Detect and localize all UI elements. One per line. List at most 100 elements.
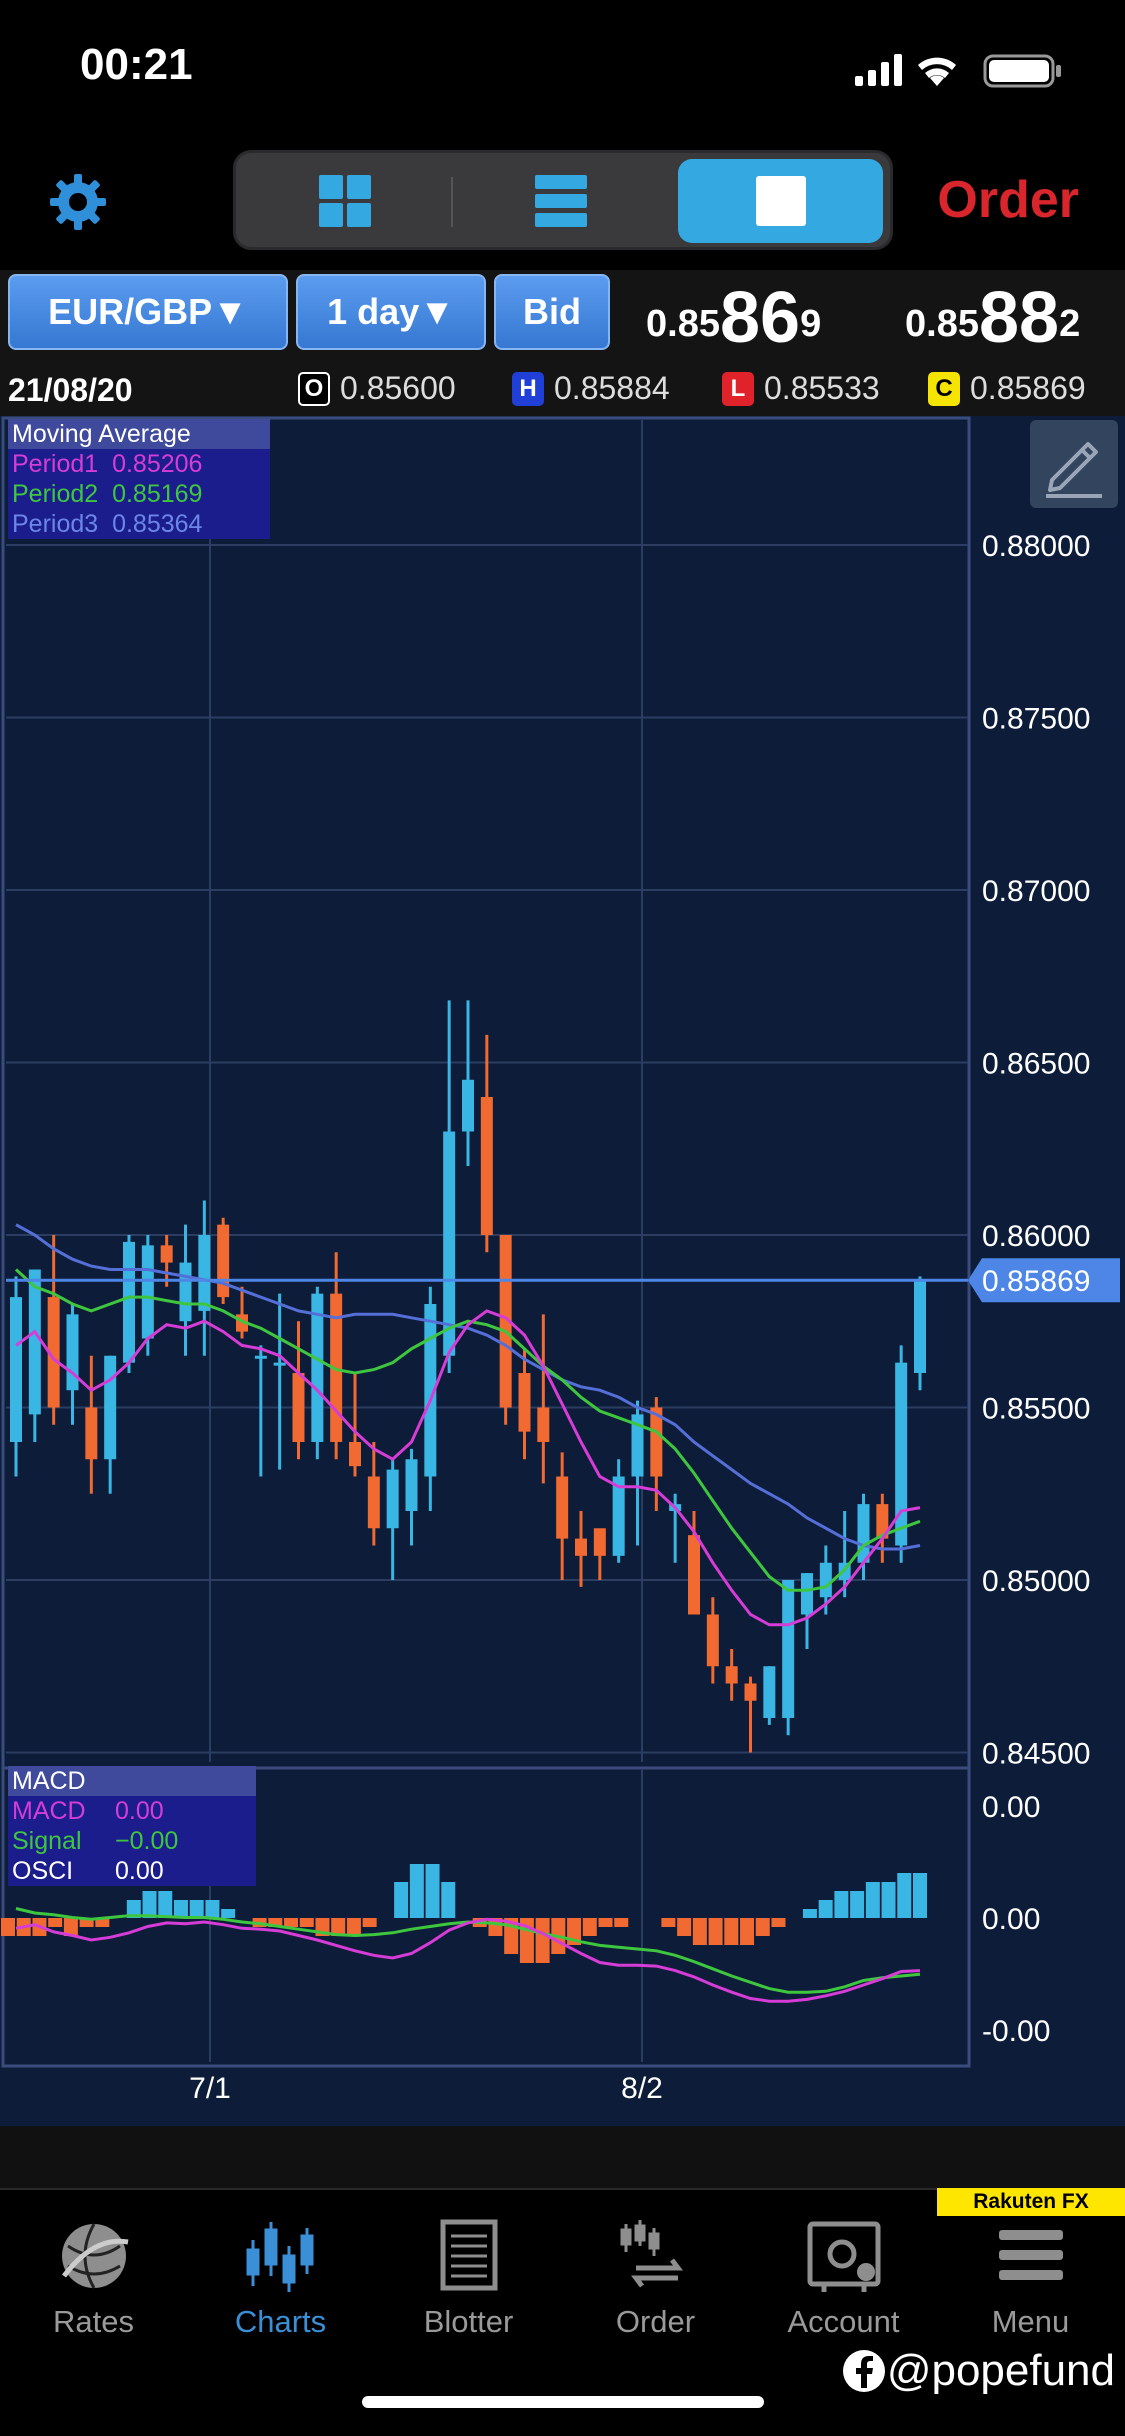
macd-legend: MACD MACD 0.00 Signal −0.00 OSCI 0.00 <box>8 1766 256 1886</box>
tab-charts-label: Charts <box>234 2304 327 2339</box>
symbol-selector[interactable]: EUR/GBP▼ <box>8 274 288 350</box>
osci-bar-negative <box>299 1918 314 1927</box>
tab-menu[interactable]: Menu <box>937 2216 1124 2346</box>
osci-bar-positive <box>221 1909 236 1918</box>
osci-bar-positive <box>834 1891 849 1918</box>
candle-down <box>349 1442 361 1467</box>
ma-period1: Period1 0.85206 <box>8 449 270 479</box>
osci-bar-positive <box>425 1864 440 1918</box>
gear-icon <box>50 174 106 230</box>
candle-up <box>10 1297 22 1442</box>
candlestick-icon <box>246 2222 313 2292</box>
segment-divider <box>451 177 453 227</box>
tab-blotter[interactable]: Blotter <box>375 2216 562 2346</box>
close-badge: C <box>928 371 960 406</box>
candle-up <box>914 1279 926 1373</box>
price-chart[interactable]: 0.88000 0.87500 0.87000 0.86500 0.86000 0.855… <box>0 416 1125 2126</box>
candle-down <box>725 1666 738 1684</box>
draw-tool-button[interactable] <box>1030 420 1118 508</box>
bid-price-fraction: 9 <box>800 303 822 345</box>
osci-value: 0.00 <box>115 1857 164 1885</box>
open-value: O 0.85600 <box>298 370 456 407</box>
low-badge: L <box>722 371 754 406</box>
osci-bar-negative <box>661 1918 676 1927</box>
osci-bar-positive <box>173 1900 188 1918</box>
osci-bar-negative <box>740 1918 755 1945</box>
top-toolbar: Order <box>0 140 1125 270</box>
tab-order[interactable]: Order <box>562 2216 749 2346</box>
pencil-icon <box>1046 442 1102 498</box>
candle-up <box>763 1666 776 1718</box>
osci-bar-positive <box>881 1882 896 1918</box>
period-selector[interactable]: 1 day▼ <box>296 274 486 350</box>
macd-label: MACD <box>12 1797 86 1825</box>
macd-axis-label: -0.00 <box>982 2015 1050 2048</box>
candle-up <box>386 1469 399 1529</box>
chart-area[interactable]: 0.88000 0.87500 0.87000 0.86500 0.86000 0.855… <box>0 416 1125 2126</box>
candle-down <box>518 1373 531 1432</box>
osci-label: OSCI <box>12 1857 74 1885</box>
tab-blotter-label: Blotter <box>423 2304 514 2339</box>
instrument-bar: EUR/GBP▼ 1 day▼ Bid 0.85 86 9 0.85 88 2 <box>0 270 1125 360</box>
ma-period2-line <box>14 1268 921 1592</box>
price-axis-label: 0.87500 <box>982 703 1090 736</box>
settings-button[interactable] <box>46 170 110 234</box>
price-axis-label: 0.87000 <box>982 875 1090 908</box>
osci-bar-negative <box>346 1918 361 1936</box>
ma-period3-value: 0.85364 <box>112 510 203 538</box>
osci-bar-positive <box>818 1900 833 1918</box>
candle-up <box>443 1131 456 1356</box>
osci-bar-positive <box>205 1900 220 1918</box>
candle-down <box>593 1528 606 1556</box>
signal-row: Signal −0.00 <box>8 1826 256 1856</box>
wifi-icon <box>918 57 956 86</box>
ask-price: 0.85 88 2 <box>905 272 1080 358</box>
tab-account[interactable]: Account <box>750 2216 937 2346</box>
osci-bar-negative <box>677 1918 692 1936</box>
layout-grid-button[interactable] <box>242 159 447 243</box>
order-icon <box>620 2220 683 2288</box>
close-price: 0.85869 <box>970 370 1086 406</box>
osci-bar-positive <box>865 1882 880 1918</box>
tab-account-label: Account <box>787 2304 900 2339</box>
tab-menu-label: Menu <box>991 2304 1070 2339</box>
candle-up <box>311 1293 324 1442</box>
globe-icon <box>61 2223 128 2289</box>
ma-period1-label: Period1 <box>12 450 99 478</box>
price-side-selector[interactable]: Bid <box>494 274 610 350</box>
layout-single-button[interactable] <box>678 159 883 243</box>
tab-rates[interactable]: Rates <box>0 2216 187 2346</box>
safe-icon <box>807 2221 880 2292</box>
osci-bar-negative <box>708 1918 723 1945</box>
high-value: H 0.85884 <box>512 370 670 407</box>
ask-price-fraction: 2 <box>1059 303 1081 345</box>
moving-average-legend: Moving Average Period1 0.85206 Period2 0… <box>8 419 270 539</box>
candle-up <box>123 1241 135 1363</box>
osci-bar-negative <box>598 1918 613 1927</box>
bid-price-pips: 86 <box>719 278 801 358</box>
candle-up <box>198 1235 211 1311</box>
candle-up <box>405 1459 418 1511</box>
ma-period2-label: Period2 <box>12 480 99 508</box>
osci-bar-negative <box>48 1918 63 1927</box>
low-price: 0.85533 <box>764 370 880 406</box>
candle-up <box>424 1304 437 1477</box>
price-axis-label: 0.86000 <box>982 1220 1090 1253</box>
price-axis-label: 0.84500 <box>982 1738 1090 1771</box>
tab-charts[interactable]: Charts <box>187 2216 374 2346</box>
candle-down <box>480 1097 493 1235</box>
order-link[interactable]: Order <box>937 171 1079 229</box>
document-icon <box>440 2219 497 2291</box>
candle-down <box>650 1407 663 1477</box>
macd-value: 0.00 <box>115 1797 164 1825</box>
ma-period3-line <box>15 1223 921 1551</box>
status-time: 00:21 <box>80 40 193 89</box>
layout-list-button[interactable] <box>458 159 663 243</box>
low-value: L 0.85533 <box>722 370 880 407</box>
tab-order-label: Order <box>615 2304 696 2339</box>
osci-bar-positive <box>913 1873 927 1918</box>
osci-bar-positive <box>897 1873 912 1918</box>
candle-down <box>367 1476 380 1529</box>
candle-down <box>160 1245 173 1263</box>
candle-down <box>330 1293 343 1442</box>
